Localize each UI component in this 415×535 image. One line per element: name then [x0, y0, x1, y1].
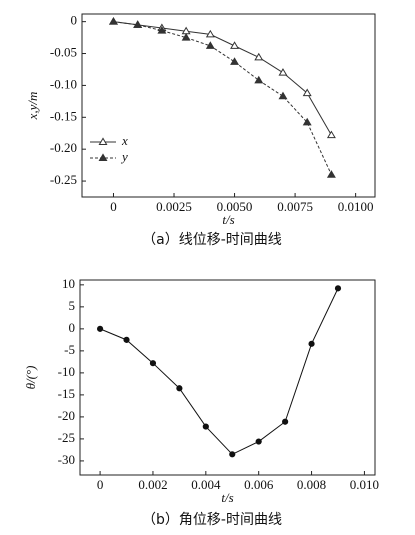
point — [302, 117, 312, 126]
x-tick-label: 0 — [110, 199, 117, 214]
point — [302, 88, 312, 97]
x-tick-label: 0.0050 — [217, 199, 253, 214]
point — [326, 130, 336, 139]
y-tick-label: -15 — [58, 386, 75, 401]
point — [202, 423, 209, 430]
point — [282, 418, 289, 425]
point — [157, 25, 167, 34]
point — [109, 17, 118, 25]
legend-label: x — [121, 133, 128, 148]
x-tick-label: 0.006 — [244, 477, 274, 492]
x-tick-label: 0.002 — [138, 477, 167, 492]
y-tick-label: -0.10 — [50, 76, 77, 91]
point — [181, 33, 191, 41]
point — [254, 75, 264, 84]
y-tick-label: -5 — [64, 342, 75, 357]
line — [113, 21, 332, 136]
y-tick-label: -30 — [58, 452, 75, 467]
caption: （a）线位移-时间曲线 — [142, 232, 282, 248]
y-tick-label: -0.20 — [50, 140, 77, 155]
point — [334, 285, 342, 292]
legend-marker — [98, 137, 108, 146]
y-tick-label: 0 — [71, 13, 78, 28]
x-axis-label: t/s — [222, 212, 234, 227]
point — [205, 41, 215, 49]
y-tick-label: -0.05 — [50, 45, 77, 60]
point — [133, 20, 143, 28]
point — [278, 68, 288, 76]
x-tick-label: 0.0100 — [338, 199, 374, 214]
point — [230, 41, 240, 49]
point — [326, 170, 336, 178]
point — [123, 336, 130, 343]
point — [255, 438, 262, 445]
y-tick-label: -10 — [58, 364, 75, 379]
line — [113, 21, 332, 175]
y-tick-label: 10 — [62, 276, 75, 291]
y-axis-label: x,y/m — [25, 92, 40, 121]
x-tick-label: 0.004 — [191, 477, 221, 492]
x-tick-label: 0.008 — [297, 477, 326, 492]
y-axis-label: θ/(°) — [23, 366, 38, 390]
x-tick-label: 0.010 — [350, 477, 379, 492]
legend-marker — [98, 153, 108, 162]
point — [254, 52, 264, 61]
point — [308, 340, 315, 347]
point — [96, 325, 104, 332]
y-tick-label: -20 — [58, 408, 75, 423]
plot-frame — [79, 279, 376, 476]
point — [176, 385, 183, 392]
x-tick-label: 0 — [97, 477, 104, 492]
caption: （b）角位移-时间曲线 — [142, 512, 282, 528]
line — [99, 288, 339, 455]
x-tick-label: 0.0075 — [277, 199, 313, 214]
y-tick-label: -0.15 — [50, 108, 77, 123]
point — [278, 91, 288, 100]
y-tick-label: 5 — [69, 298, 76, 313]
y-tick-label: -25 — [58, 430, 75, 445]
point — [149, 360, 157, 367]
y-tick-label: -0.25 — [50, 172, 77, 187]
x-axis-label: t/s — [221, 490, 233, 505]
x-tick-label: 0.0025 — [156, 199, 192, 214]
point — [230, 57, 240, 65]
plot-frame — [81, 13, 376, 198]
legend-label: y — [120, 149, 128, 164]
y-tick-label: 0 — [69, 320, 76, 335]
point — [229, 451, 236, 458]
point — [205, 29, 215, 38]
